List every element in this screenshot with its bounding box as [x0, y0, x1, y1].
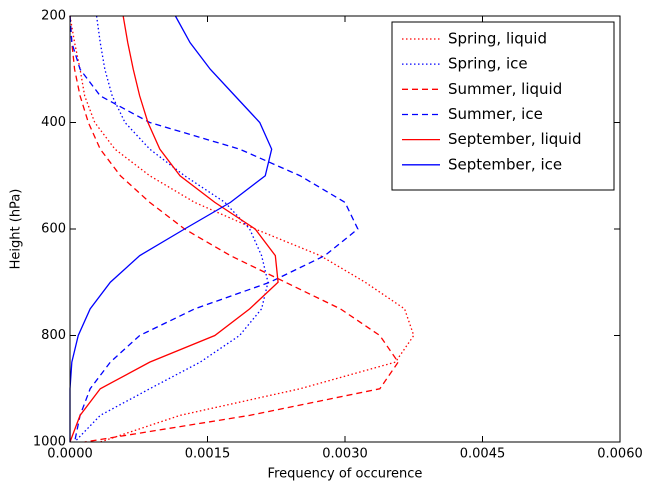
legend-label: Summer, liquid: [448, 80, 562, 98]
series-line: [69, 15, 359, 443]
legend-label: Spring, liquid: [448, 30, 547, 48]
x-axis-label: Frequency of occurence: [268, 467, 423, 482]
x-tick-label: 0.0030: [322, 447, 368, 462]
x-tick-label: 0.0045: [460, 447, 506, 462]
y-tick-label: 600: [41, 222, 66, 237]
x-tick-label: 0.0060: [597, 447, 643, 462]
legend-label: Spring, ice: [448, 55, 528, 73]
x-tick-label: 0.0000: [47, 447, 93, 462]
series-line: [74, 15, 269, 443]
series-line: [69, 15, 279, 443]
legend-label: September, ice: [448, 155, 562, 173]
series-line: [69, 15, 415, 443]
legend-box: [391, 21, 615, 191]
legend-label: Summer, ice: [448, 105, 543, 123]
series-line: [69, 15, 273, 442]
x-tick-label: 0.0015: [185, 447, 231, 462]
y-tick-label: 200: [41, 9, 66, 24]
y-axis-label: Height (hPa): [9, 189, 24, 270]
y-tick-label: 400: [41, 115, 66, 130]
y-tick-label: 800: [41, 328, 66, 343]
legend-label: September, liquid: [448, 130, 582, 148]
y-tick-label: 1000: [33, 435, 66, 450]
